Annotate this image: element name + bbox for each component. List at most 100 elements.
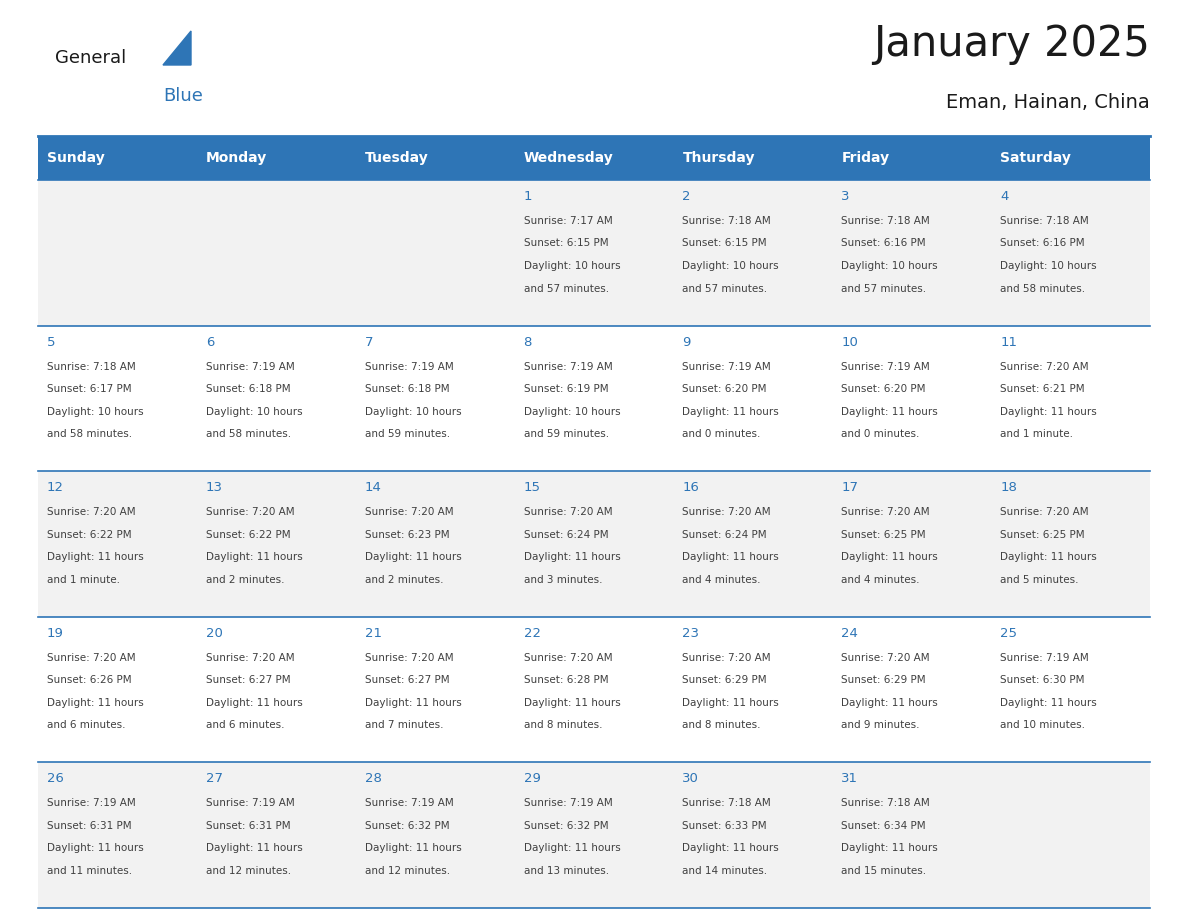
Text: Sunset: 6:31 PM: Sunset: 6:31 PM <box>206 821 291 831</box>
Text: Wednesday: Wednesday <box>524 151 613 165</box>
Bar <box>38 471 1150 617</box>
Text: Daylight: 11 hours: Daylight: 11 hours <box>1000 553 1097 562</box>
Text: and 8 minutes.: and 8 minutes. <box>682 721 762 731</box>
Text: Daylight: 11 hours: Daylight: 11 hours <box>365 553 461 562</box>
Text: Sunset: 6:32 PM: Sunset: 6:32 PM <box>524 821 608 831</box>
Text: 23: 23 <box>682 627 700 640</box>
Text: Daylight: 10 hours: Daylight: 10 hours <box>841 261 937 271</box>
Text: 3: 3 <box>841 190 849 203</box>
Text: Sunrise: 7:18 AM: Sunrise: 7:18 AM <box>682 216 771 226</box>
Text: Sunset: 6:30 PM: Sunset: 6:30 PM <box>1000 676 1085 686</box>
Text: and 13 minutes.: and 13 minutes. <box>524 866 608 876</box>
Text: and 11 minutes.: and 11 minutes. <box>48 866 132 876</box>
Text: Tuesday: Tuesday <box>365 151 429 165</box>
Text: 28: 28 <box>365 772 381 786</box>
Text: Daylight: 10 hours: Daylight: 10 hours <box>524 407 620 417</box>
Text: Daylight: 11 hours: Daylight: 11 hours <box>841 698 939 708</box>
Text: and 1 minute.: and 1 minute. <box>1000 429 1073 439</box>
Text: Sunset: 6:29 PM: Sunset: 6:29 PM <box>682 676 767 686</box>
Text: Daylight: 11 hours: Daylight: 11 hours <box>682 553 779 562</box>
Text: Sunrise: 7:20 AM: Sunrise: 7:20 AM <box>48 653 135 663</box>
Text: and 4 minutes.: and 4 minutes. <box>682 575 762 585</box>
Text: and 2 minutes.: and 2 minutes. <box>206 575 284 585</box>
Text: Sunset: 6:26 PM: Sunset: 6:26 PM <box>48 676 132 686</box>
Text: Sunrise: 7:20 AM: Sunrise: 7:20 AM <box>206 653 295 663</box>
Text: Sunset: 6:22 PM: Sunset: 6:22 PM <box>206 530 291 540</box>
Text: and 14 minutes.: and 14 minutes. <box>682 866 767 876</box>
Text: Daylight: 11 hours: Daylight: 11 hours <box>1000 407 1097 417</box>
Text: Sunset: 6:18 PM: Sunset: 6:18 PM <box>365 384 449 394</box>
Text: 9: 9 <box>682 336 690 349</box>
Text: Daylight: 10 hours: Daylight: 10 hours <box>206 407 303 417</box>
Text: and 15 minutes.: and 15 minutes. <box>841 866 927 876</box>
Text: Daylight: 11 hours: Daylight: 11 hours <box>206 553 303 562</box>
Text: Daylight: 10 hours: Daylight: 10 hours <box>1000 261 1097 271</box>
Text: Sunrise: 7:20 AM: Sunrise: 7:20 AM <box>524 508 612 517</box>
Text: Sunrise: 7:19 AM: Sunrise: 7:19 AM <box>1000 653 1089 663</box>
Text: 20: 20 <box>206 627 222 640</box>
Text: Eman, Hainan, China: Eman, Hainan, China <box>947 93 1150 112</box>
Text: and 2 minutes.: and 2 minutes. <box>365 575 443 585</box>
Text: Sunset: 6:15 PM: Sunset: 6:15 PM <box>524 239 608 249</box>
Text: Sunrise: 7:18 AM: Sunrise: 7:18 AM <box>682 799 771 809</box>
Text: Sunset: 6:16 PM: Sunset: 6:16 PM <box>841 239 925 249</box>
Text: 26: 26 <box>48 772 64 786</box>
Bar <box>38 617 1150 763</box>
Text: Saturday: Saturday <box>1000 151 1072 165</box>
Text: Sunrise: 7:20 AM: Sunrise: 7:20 AM <box>524 653 612 663</box>
Text: Sunrise: 7:17 AM: Sunrise: 7:17 AM <box>524 216 612 226</box>
Text: and 59 minutes.: and 59 minutes. <box>365 429 450 439</box>
Text: Sunset: 6:22 PM: Sunset: 6:22 PM <box>48 530 132 540</box>
Text: Sunset: 6:15 PM: Sunset: 6:15 PM <box>682 239 767 249</box>
Text: and 6 minutes.: and 6 minutes. <box>48 721 126 731</box>
Text: Daylight: 11 hours: Daylight: 11 hours <box>524 844 620 854</box>
Text: 7: 7 <box>365 336 373 349</box>
Polygon shape <box>163 31 191 65</box>
Text: Sunrise: 7:20 AM: Sunrise: 7:20 AM <box>682 653 771 663</box>
Text: Daylight: 10 hours: Daylight: 10 hours <box>48 407 144 417</box>
Text: 16: 16 <box>682 481 700 494</box>
Text: and 57 minutes.: and 57 minutes. <box>682 284 767 294</box>
Text: Sunset: 6:28 PM: Sunset: 6:28 PM <box>524 676 608 686</box>
Text: 14: 14 <box>365 481 381 494</box>
Text: Sunset: 6:33 PM: Sunset: 6:33 PM <box>682 821 767 831</box>
Text: Daylight: 10 hours: Daylight: 10 hours <box>682 261 779 271</box>
Text: Daylight: 11 hours: Daylight: 11 hours <box>682 407 779 417</box>
Text: Sunrise: 7:19 AM: Sunrise: 7:19 AM <box>206 362 295 372</box>
Text: 29: 29 <box>524 772 541 786</box>
Text: and 4 minutes.: and 4 minutes. <box>841 575 920 585</box>
Text: and 58 minutes.: and 58 minutes. <box>1000 284 1086 294</box>
Text: Daylight: 11 hours: Daylight: 11 hours <box>682 698 779 708</box>
Text: Sunset: 6:24 PM: Sunset: 6:24 PM <box>524 530 608 540</box>
Text: 18: 18 <box>1000 481 1017 494</box>
Text: and 0 minutes.: and 0 minutes. <box>841 429 920 439</box>
Text: Sunset: 6:34 PM: Sunset: 6:34 PM <box>841 821 925 831</box>
Text: Sunrise: 7:19 AM: Sunrise: 7:19 AM <box>524 362 612 372</box>
Text: Sunrise: 7:19 AM: Sunrise: 7:19 AM <box>682 362 771 372</box>
Text: Sunrise: 7:19 AM: Sunrise: 7:19 AM <box>524 799 612 809</box>
Text: Sunset: 6:29 PM: Sunset: 6:29 PM <box>841 676 925 686</box>
Text: Sunrise: 7:20 AM: Sunrise: 7:20 AM <box>841 653 930 663</box>
Text: 15: 15 <box>524 481 541 494</box>
Text: January 2025: January 2025 <box>873 23 1150 65</box>
Text: Sunrise: 7:19 AM: Sunrise: 7:19 AM <box>206 799 295 809</box>
Text: Sunrise: 7:20 AM: Sunrise: 7:20 AM <box>1000 362 1088 372</box>
Text: 17: 17 <box>841 481 858 494</box>
Text: and 7 minutes.: and 7 minutes. <box>365 721 443 731</box>
Text: Daylight: 11 hours: Daylight: 11 hours <box>841 844 939 854</box>
Text: Sunrise: 7:18 AM: Sunrise: 7:18 AM <box>841 216 930 226</box>
Text: and 58 minutes.: and 58 minutes. <box>206 429 291 439</box>
Text: Sunset: 6:27 PM: Sunset: 6:27 PM <box>365 676 449 686</box>
Text: Sunset: 6:24 PM: Sunset: 6:24 PM <box>682 530 767 540</box>
Text: Sunset: 6:21 PM: Sunset: 6:21 PM <box>1000 384 1085 394</box>
Text: Sunset: 6:16 PM: Sunset: 6:16 PM <box>1000 239 1085 249</box>
Text: Daylight: 10 hours: Daylight: 10 hours <box>365 407 461 417</box>
Text: Sunrise: 7:19 AM: Sunrise: 7:19 AM <box>365 799 454 809</box>
Text: 22: 22 <box>524 627 541 640</box>
Text: Daylight: 11 hours: Daylight: 11 hours <box>365 698 461 708</box>
Bar <box>38 136 1150 180</box>
Text: 25: 25 <box>1000 627 1017 640</box>
Text: Sunset: 6:27 PM: Sunset: 6:27 PM <box>206 676 291 686</box>
Text: Daylight: 10 hours: Daylight: 10 hours <box>524 261 620 271</box>
Text: and 58 minutes.: and 58 minutes. <box>48 429 132 439</box>
